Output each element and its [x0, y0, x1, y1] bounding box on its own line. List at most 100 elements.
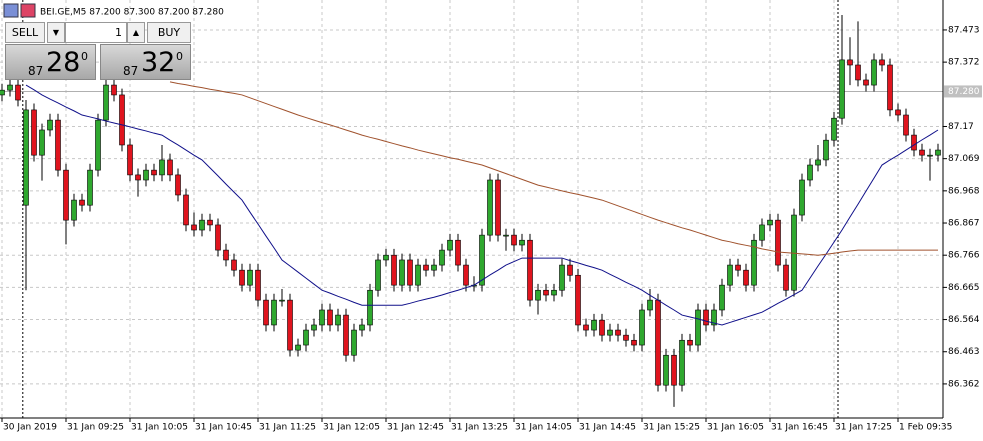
candle-body — [495, 179, 501, 236]
candle-body — [223, 249, 229, 261]
candle-body — [271, 299, 277, 326]
candle-body — [751, 239, 757, 286]
candle-body — [711, 309, 717, 326]
candle-body — [887, 64, 893, 111]
candle-body — [199, 219, 205, 231]
sell-button[interactable]: SELL — [5, 22, 45, 43]
candle-body — [759, 224, 765, 241]
candle-body — [431, 264, 437, 271]
candle-body — [231, 259, 237, 271]
candle-body — [103, 84, 109, 121]
candle-body — [935, 149, 941, 156]
candle-body — [719, 284, 725, 311]
candle-body — [279, 299, 285, 302]
lot-up[interactable]: ▲ — [127, 22, 145, 43]
moving-average — [25, 84, 939, 326]
candle-body — [39, 129, 45, 156]
candle-body — [71, 199, 77, 221]
candle-body — [159, 159, 165, 176]
candle-body — [703, 309, 709, 326]
x-tick-label: 31 Jan 12:45 — [387, 423, 444, 433]
candle-body — [575, 274, 581, 326]
candle-body — [511, 234, 517, 246]
candle-body — [47, 119, 53, 131]
candle-body — [239, 269, 245, 286]
candle-body — [447, 239, 453, 251]
lot-input[interactable]: 1 — [65, 22, 127, 43]
candle-body — [647, 299, 653, 311]
candle-body — [839, 59, 845, 119]
x-tick-label: 31 Jan 14:45 — [579, 423, 636, 433]
candle-body — [879, 59, 885, 66]
candle-body — [727, 264, 733, 286]
candle-body — [295, 344, 301, 351]
candle-body — [15, 84, 21, 101]
x-tick-label: 31 Jan 16:05 — [707, 423, 764, 433]
candle-body — [743, 269, 749, 286]
candle-body — [311, 324, 317, 331]
candle-body — [23, 109, 29, 206]
candle-body — [519, 239, 525, 246]
ask-price[interactable]: 87 32 0 — [100, 44, 191, 80]
candle-body — [855, 64, 861, 81]
candle-body — [767, 219, 773, 226]
candle-body — [367, 289, 373, 326]
candle-body — [359, 324, 365, 331]
candle-body — [615, 329, 621, 336]
candle-body — [655, 299, 661, 386]
candle-body — [583, 324, 589, 331]
candle-body — [183, 194, 189, 226]
lot-down[interactable]: ▼ — [47, 22, 65, 43]
candle-body — [399, 259, 405, 286]
candle-body — [255, 269, 261, 301]
candle-body — [679, 339, 685, 386]
candle-body — [623, 334, 629, 341]
candle-body — [111, 84, 117, 96]
candle-body — [303, 329, 309, 346]
y-tick-label: 86.665 — [948, 283, 980, 293]
chart-icon — [3, 3, 19, 18]
candle-body — [527, 239, 533, 301]
candle-body — [671, 354, 677, 386]
candle-body — [487, 179, 493, 236]
candle-body — [63, 169, 69, 221]
price-sup: 0 — [81, 50, 88, 63]
candle-body — [687, 339, 693, 346]
price-big: 87 — [123, 64, 139, 78]
candle-body — [439, 249, 445, 266]
candle-body — [143, 169, 149, 181]
candle-body — [535, 289, 541, 301]
candle-body — [567, 264, 573, 276]
candle-body — [151, 169, 157, 176]
candle-body — [119, 94, 125, 146]
candle-body — [847, 59, 853, 66]
bid-label: 87.280 — [948, 87, 980, 97]
candle-body — [895, 109, 901, 116]
candle-body — [591, 319, 597, 331]
candle-body — [87, 169, 93, 206]
bid-label-box — [944, 85, 982, 98]
candle-body — [551, 289, 557, 296]
candle-body — [903, 114, 909, 136]
candle-body — [663, 354, 669, 386]
candle-body — [911, 134, 917, 151]
y-tick-label: 87.069 — [948, 154, 980, 164]
price-big: 87 — [28, 64, 44, 78]
candle-body — [543, 289, 549, 296]
x-tick-label: 1 Feb 09:35 — [899, 423, 952, 433]
y-tick-label: 87.372 — [948, 58, 980, 68]
candle-body — [863, 79, 869, 86]
candle-body — [287, 299, 293, 351]
x-tick-label: 31 Jan 17:25 — [835, 423, 892, 433]
x-tick-label: 31 Jan 13:25 — [451, 423, 508, 433]
candle-body — [207, 219, 213, 226]
bid-price[interactable]: 87 28 0 — [5, 44, 96, 80]
candle-body — [191, 224, 197, 231]
price-main: 28 — [46, 47, 81, 78]
moving-average — [169, 81, 938, 256]
x-tick-label: 31 Jan 14:05 — [515, 423, 572, 433]
y-tick-label: 87.17 — [948, 122, 974, 132]
candle-body — [79, 199, 85, 206]
buy-button[interactable]: BUY — [147, 22, 191, 43]
